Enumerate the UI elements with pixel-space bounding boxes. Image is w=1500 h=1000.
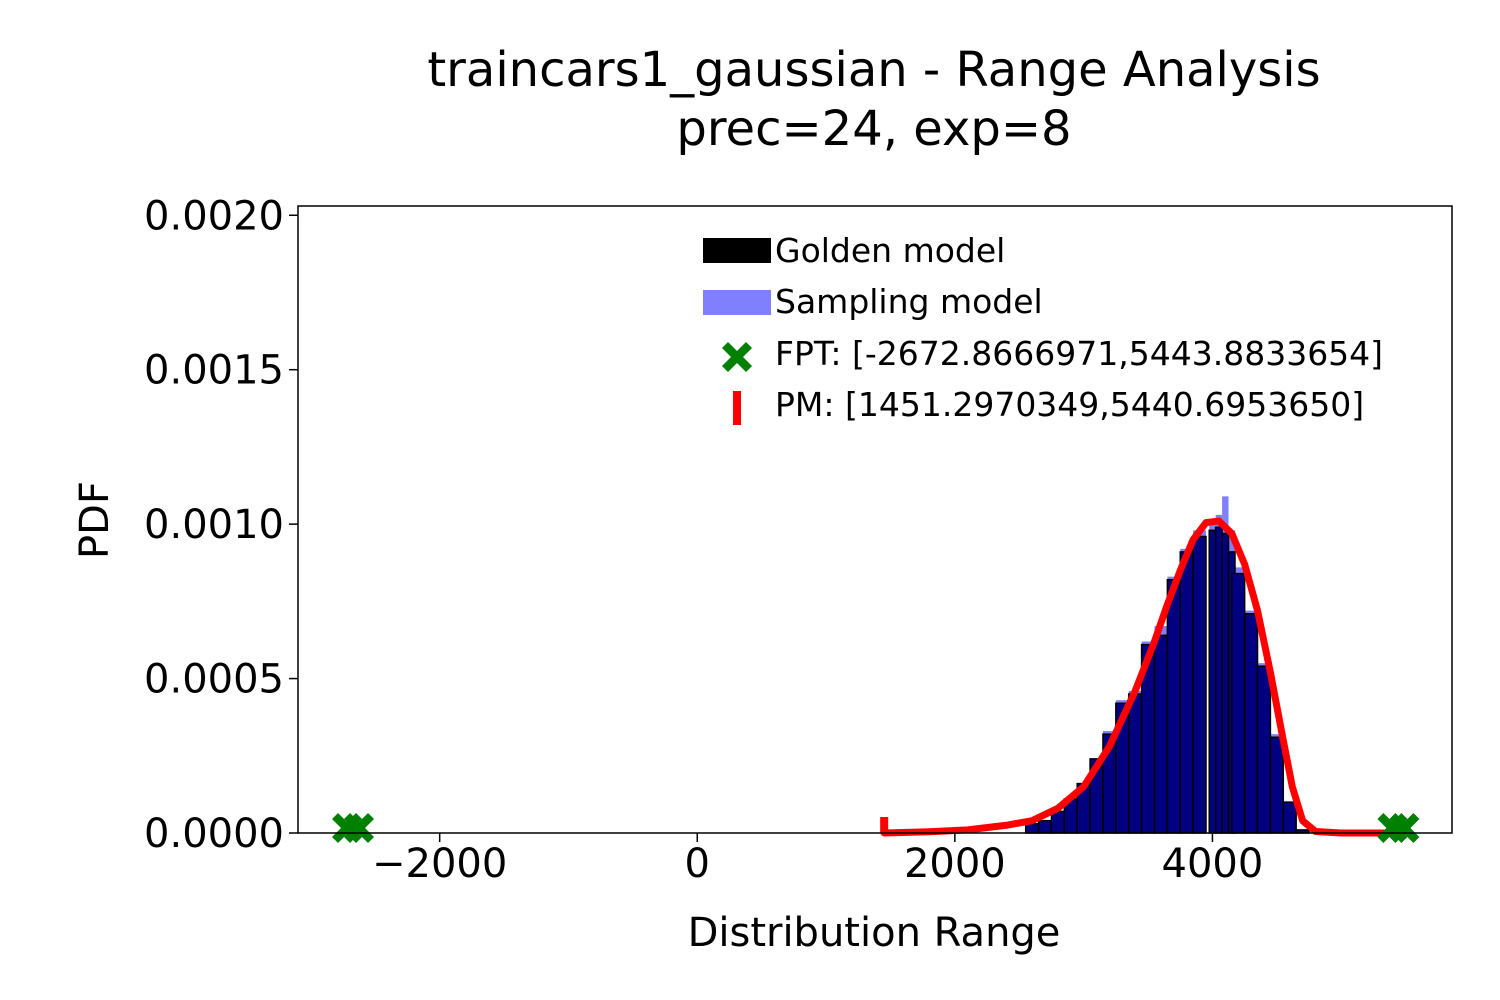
- legend-swatch-sampling: [703, 290, 771, 315]
- y-tick-label: 0.0005: [144, 657, 284, 703]
- plot-frame: [297, 205, 1453, 834]
- plot-area: [332, 496, 1420, 843]
- golden-bar: [1243, 612, 1259, 834]
- golden-bar: [1208, 529, 1217, 834]
- golden-bar: [1221, 532, 1230, 834]
- x-tick-label: 4000: [1162, 841, 1264, 887]
- golden-bar: [1153, 634, 1169, 834]
- x-tick-label: 0: [685, 841, 710, 887]
- golden-bar: [1166, 578, 1181, 834]
- golden-bar: [1231, 572, 1246, 834]
- legend-marker-pm: [733, 391, 741, 425]
- golden-bar: [1256, 665, 1272, 834]
- golden-bar: [1037, 819, 1053, 834]
- golden-bar: [1024, 822, 1040, 834]
- y-tick-label: 0.0015: [144, 348, 284, 394]
- y-tick-label: 0.0000: [144, 811, 284, 857]
- legend-label-fpt: FPT: [-2672.8666971,5443.8833654]: [775, 334, 1383, 373]
- legend-label-golden: Golden model: [775, 231, 1005, 270]
- x-axis-label: Distribution Range: [688, 910, 1061, 956]
- chart-subtitle: prec=24, exp=8: [676, 101, 1071, 157]
- golden-bar: [1214, 526, 1223, 834]
- golden-bar: [1127, 693, 1143, 834]
- pm-min-marker: [880, 817, 889, 833]
- legend-label-pm: PM: [1451.2970349,5440.6953650]: [775, 385, 1364, 424]
- x-tick-label: −2000: [372, 841, 507, 887]
- x-tick-label: 2000: [904, 841, 1006, 887]
- fpt-min-marker: [344, 813, 375, 843]
- legend-marker-fpt: [722, 342, 752, 372]
- legend: Golden model Sampling model FPT: [-2672.…: [703, 231, 1383, 425]
- y-axis: 0.0000 0.0005 0.0010 0.0015 0.0020: [144, 193, 298, 857]
- y-tick-label: 0.0010: [144, 502, 284, 548]
- golden-bar: [1179, 551, 1194, 834]
- y-tick-label: 0.0020: [144, 193, 284, 239]
- golden-bar: [1050, 810, 1066, 834]
- fpt-max-marker: [1389, 813, 1420, 843]
- y-axis-label: PDF: [72, 481, 118, 559]
- golden-bar: [1269, 736, 1285, 834]
- legend-swatch-golden: [703, 238, 771, 263]
- chart-title: traincars1_gaussian - Range Analysis: [427, 42, 1320, 98]
- legend-label-sampling: Sampling model: [775, 282, 1043, 321]
- golden-bar: [1282, 801, 1297, 834]
- golden-bar: [1192, 535, 1207, 834]
- x-axis: −2000 0 2000 4000: [372, 833, 1263, 887]
- pm-curve: [880, 517, 1402, 837]
